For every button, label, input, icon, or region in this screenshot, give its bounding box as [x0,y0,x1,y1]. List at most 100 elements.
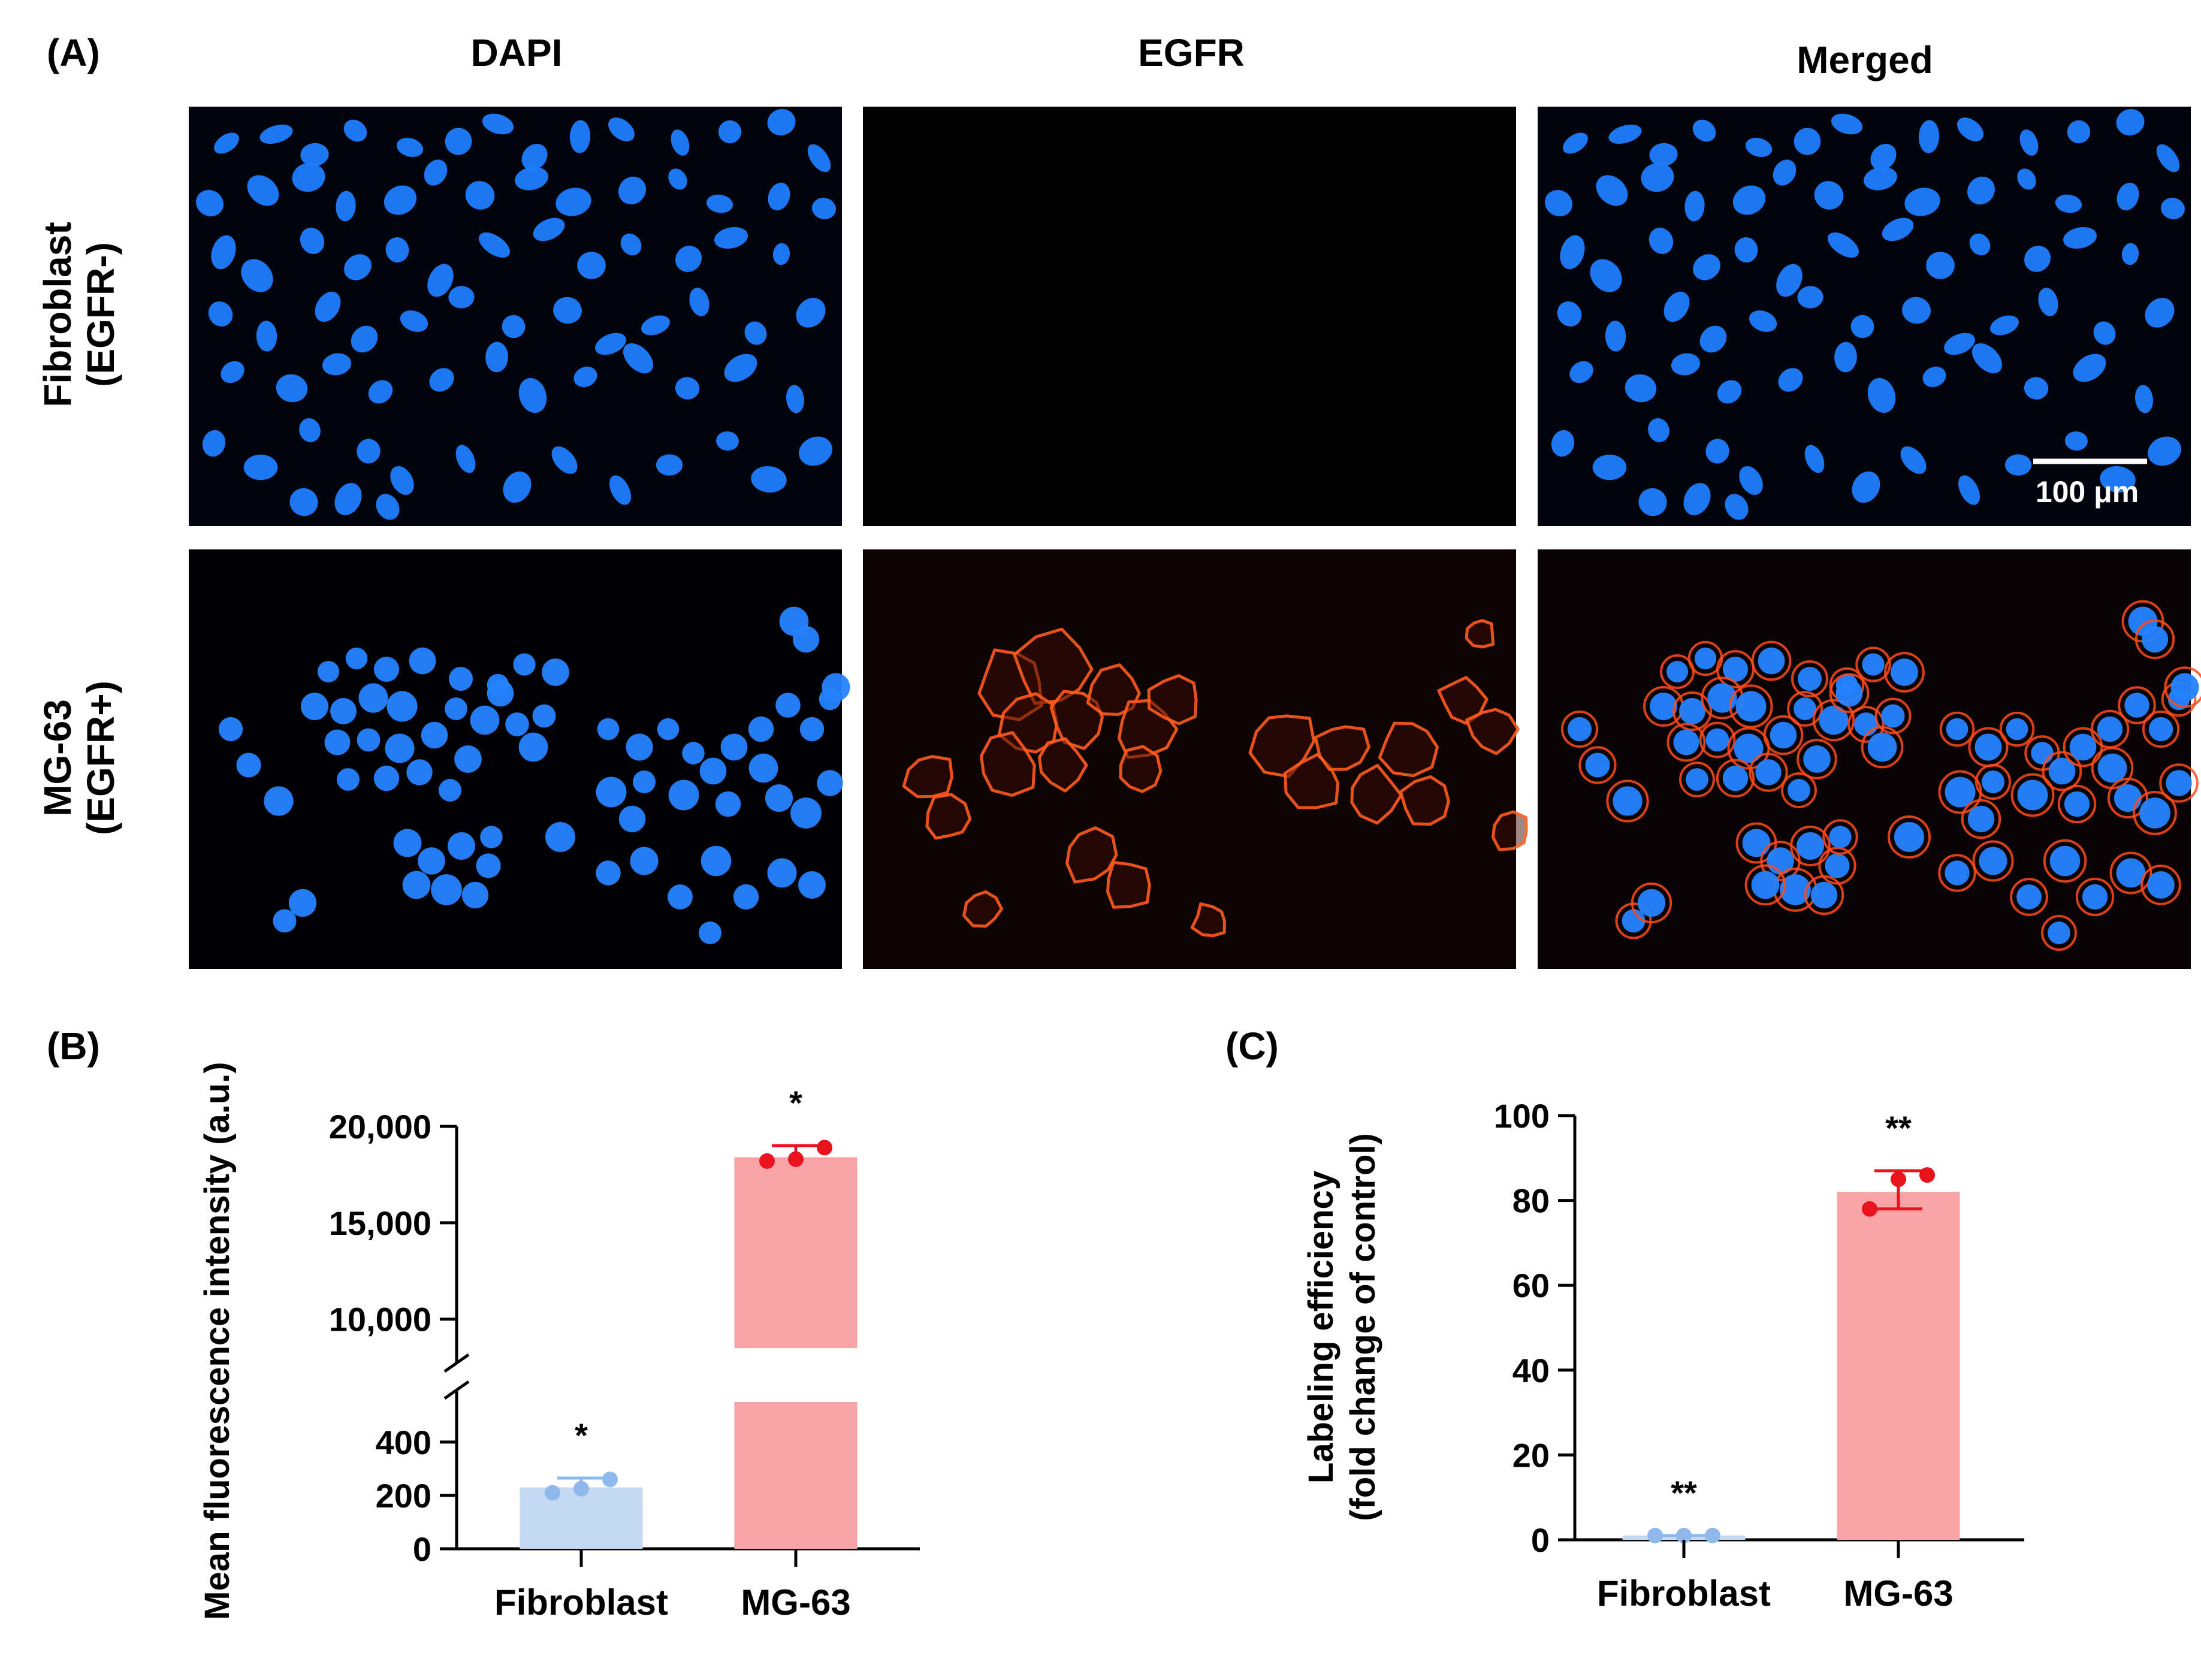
nucleus [792,626,820,653]
nucleus [1926,252,1955,279]
nucleus [2145,298,2175,328]
nucleus [1967,805,1995,833]
nucleus [259,125,293,144]
nucleus [1734,733,1764,763]
nucleus [1732,185,1766,215]
nucleus [1944,333,1975,355]
nucleus [324,729,351,756]
nucleus [1725,494,1749,520]
nucleus [2166,770,2192,796]
nucleus [1797,666,1822,691]
nucleus [2148,717,2173,742]
nucleus [1804,445,1825,473]
data-point [602,1471,618,1488]
nucleus [393,829,422,857]
nucleus [1650,693,1677,720]
nucleus [2038,288,2058,316]
nucleus [2017,168,2036,190]
nucleus [1850,315,1874,339]
membrane [1190,902,1226,938]
nucleus [445,128,472,155]
nucleus [384,185,417,215]
nucleus [796,298,826,328]
nucleus [1751,871,1780,899]
nucleus [2170,673,2199,702]
nucleus [1557,301,1582,327]
nucleus [476,853,501,878]
nucleus [1705,439,1729,464]
nucleus [555,188,591,216]
nucleus [1819,705,1849,735]
nucleus [448,832,475,860]
nucleus [211,235,236,270]
nucleus [657,718,680,741]
nucleus [2097,753,2127,783]
nucleus [1894,822,1924,852]
nucleus [368,380,393,404]
nucleus [513,653,536,676]
nucleus [1957,117,1983,141]
nucleus [439,779,461,802]
nucleus [357,439,381,464]
chart-b-plot-area: 0 200 400 10,000 15,000 20,000 * Fibroblast * MG-… [329,1084,920,1622]
membrane [980,731,1036,797]
nucleus [409,647,436,675]
data-point [545,1485,560,1501]
nucleus [1958,475,1980,505]
nucleus [798,871,826,899]
nucleus [221,361,244,383]
nucleus [609,475,631,505]
nucleus [1686,768,1708,791]
nucleus [2049,845,2081,877]
y-tick-label: 200 [376,1477,431,1515]
membrane [1106,860,1151,909]
membrane [1119,745,1163,793]
nucleus [1971,343,2003,374]
nucleus [1778,368,1803,392]
nucleus [596,860,621,886]
fibroblast-dapi-nuclei [196,108,836,520]
nucleus [299,418,321,443]
mg63-egfr-membranes [902,619,1528,938]
nucleus [620,233,642,256]
nucleus [454,745,482,773]
nucleus [551,446,578,474]
membrane [2075,877,2115,917]
nucleus [733,884,759,910]
membrane [1974,763,2012,800]
nucleus [357,728,381,752]
nucleus [1835,679,1863,707]
nucleus [2065,431,2088,451]
membrane [2133,791,2177,835]
scale-bar-label: 100 μm [2036,475,2139,509]
membrane [2041,915,2077,951]
nucleus [1829,826,1852,848]
nucleus [1613,786,1643,816]
nucleus [772,243,790,265]
nucleus [487,679,514,707]
nucleus [748,753,778,783]
nucleus [2055,194,2082,213]
membrane [1716,759,1755,798]
nucleus [1881,704,1905,728]
significance-label: ** [1671,1474,1697,1512]
significance-label: * [575,1416,588,1454]
nucleus [2139,797,2170,829]
membrane [1790,826,1831,866]
nucleus [479,232,510,258]
nucleus [675,246,702,272]
nucleus [336,191,356,222]
nucleus [1945,860,1970,886]
nucleus [573,366,597,388]
membrane [1248,714,1316,778]
nucleus [390,466,414,495]
nucleus [1590,259,1622,292]
nucleus [1717,380,1742,404]
nucleus [623,343,654,374]
nucleus [373,765,400,791]
nucleus [1831,113,1863,135]
nucleus [2121,243,2139,265]
nucleus [569,120,591,153]
nucleus [505,712,529,736]
data-point [573,1480,589,1497]
